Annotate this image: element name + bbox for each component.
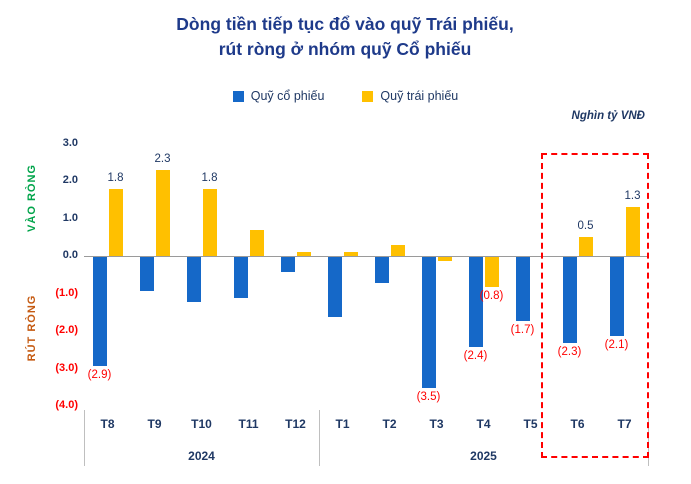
y-tick-label: 0.0 <box>62 249 78 261</box>
y-tick-label: (1.0) <box>55 286 78 299</box>
legend-item-label: Quỹ cổ phiếu <box>250 89 325 103</box>
bar-stock-T5 <box>515 257 530 321</box>
bar-stock-T3 <box>421 257 436 389</box>
y-tick-label: 3.0 <box>62 136 78 149</box>
category-label: T8 <box>100 417 115 431</box>
bar-stock-T12 <box>280 257 295 272</box>
bar-stock-T1 <box>327 257 342 317</box>
bar-bond-T4 <box>484 257 499 287</box>
bar-stock-T4 <box>468 257 483 347</box>
bar-bond-T2 <box>390 244 405 256</box>
axis-separator <box>84 410 85 466</box>
chart-title-line1: Dòng tiền tiếp tục đổ vào quỹ Trái phiếu… <box>176 14 514 34</box>
value-label: (3.5) <box>416 391 441 404</box>
legend-item-label: Quỹ trái phiếu <box>380 89 459 103</box>
category-label: T2 <box>382 417 397 431</box>
bond-funds-swatch-icon <box>362 90 374 102</box>
value-label: (0.8) <box>479 290 504 302</box>
category-label: T3 <box>429 417 444 431</box>
y-tick-label: 2.0 <box>62 174 78 186</box>
bar-bond-T7 <box>625 207 640 256</box>
category-label: T12 <box>285 417 306 431</box>
value-label: 2.3 <box>154 152 171 165</box>
category-label: T9 <box>147 417 162 431</box>
value-label: (2.1) <box>604 338 629 351</box>
bar-bond-T11 <box>249 229 264 256</box>
y-tick-label: (2.0) <box>55 324 78 336</box>
category-label: T11 <box>238 417 259 431</box>
value-label: 0.5 <box>577 220 594 233</box>
bar-bond-T1 <box>343 252 358 256</box>
stock-funds-swatch-icon <box>232 90 244 102</box>
value-label: (2.9) <box>87 368 112 381</box>
y-tick-label: (3.0) <box>55 361 78 374</box>
bar-stock-T11 <box>233 257 248 299</box>
value-label: (2.3) <box>557 346 582 359</box>
zero-axis-line <box>84 256 648 257</box>
year-group-label: 2025 <box>470 449 497 463</box>
bar-bond-T12 <box>296 252 311 256</box>
highlight-box <box>540 153 649 458</box>
bar-stock-T6 <box>562 257 577 344</box>
chart-title-line2: rút ròng ở nhóm quỹ Cổ phiếu <box>218 39 472 59</box>
legend-item-bond-funds: Quỹ trái phiếu <box>362 89 458 103</box>
bar-bond-T9 <box>155 169 170 256</box>
bar-stock-T8 <box>92 257 107 366</box>
bar-stock-T9 <box>139 257 154 291</box>
bar-stock-T2 <box>374 257 389 284</box>
year-group-label: 2024 <box>188 449 215 463</box>
y-tick-label: (4.0) <box>55 399 78 411</box>
category-label: T5 <box>523 417 538 431</box>
bar-bond-T6 <box>578 237 593 256</box>
bar-bond-T8 <box>108 188 123 256</box>
bar-bond-T3 <box>437 257 452 261</box>
value-label: 1.8 <box>201 171 218 184</box>
value-label: (2.4) <box>463 350 488 362</box>
category-label: T4 <box>476 417 491 431</box>
chart-title: Dòng tiền tiếp tục đổ vào quỹ Trái phiếu… <box>45 12 645 62</box>
legend-item-stock-funds: Quỹ cổ phiếu <box>232 89 325 103</box>
axis-separator <box>319 410 320 466</box>
bar-stock-T10 <box>186 257 201 302</box>
y-tick-label: 1.0 <box>62 211 78 224</box>
unit-label: Nghìn tỷ VNĐ <box>571 110 645 122</box>
value-label: 1.3 <box>624 190 641 203</box>
axis-separator <box>648 410 649 466</box>
value-label: 1.8 <box>107 171 124 184</box>
bar-stock-T7 <box>609 257 624 336</box>
category-label: T1 <box>335 417 350 431</box>
bar-bond-T10 <box>202 188 217 256</box>
category-label: T10 <box>191 417 212 431</box>
chart-legend: Quỹ cổ phiếu Quỹ trái phiếu <box>0 89 691 103</box>
category-label: T6 <box>570 417 585 431</box>
category-label: T7 <box>617 417 632 431</box>
value-label: (1.7) <box>510 323 535 336</box>
